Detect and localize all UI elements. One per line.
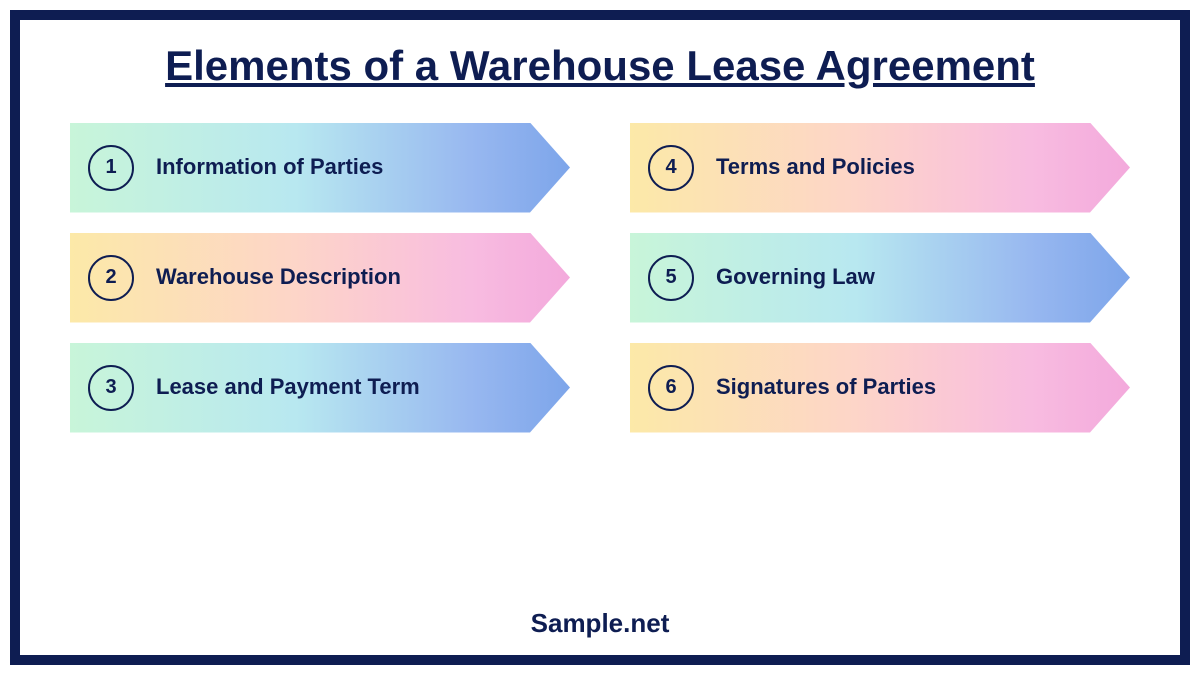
arrow-bg: [630, 233, 1130, 323]
element-label: Terms and Policies: [716, 154, 915, 180]
element-label: Governing Law: [716, 264, 875, 290]
element-number: 5: [648, 255, 694, 301]
element-arrow-6: 6 Signatures of Parties: [630, 343, 1130, 433]
element-arrow-3: 3 Lease and Payment Term: [70, 343, 570, 433]
element-number: 6: [648, 365, 694, 411]
element-arrow-4: 4 Terms and Policies: [630, 123, 1130, 213]
element-label: Signatures of Parties: [716, 374, 936, 400]
footer-attribution: Sample.net: [60, 608, 1140, 645]
elements-grid: 1 Information of Parties 4 Terms and Pol…: [60, 123, 1140, 433]
element-arrow-1: 1 Information of Parties: [70, 123, 570, 213]
element-number: 2: [88, 255, 134, 301]
element-label: Lease and Payment Term: [156, 374, 420, 400]
element-label: Warehouse Description: [156, 264, 401, 290]
element-arrow-2: 2 Warehouse Description: [70, 233, 570, 323]
element-label: Information of Parties: [156, 154, 383, 180]
frame: Elements of a Warehouse Lease Agreement …: [10, 10, 1190, 665]
element-number: 1: [88, 145, 134, 191]
element-number: 3: [88, 365, 134, 411]
page-title: Elements of a Warehouse Lease Agreement: [60, 40, 1140, 93]
element-number: 4: [648, 145, 694, 191]
element-arrow-5: 5 Governing Law: [630, 233, 1130, 323]
